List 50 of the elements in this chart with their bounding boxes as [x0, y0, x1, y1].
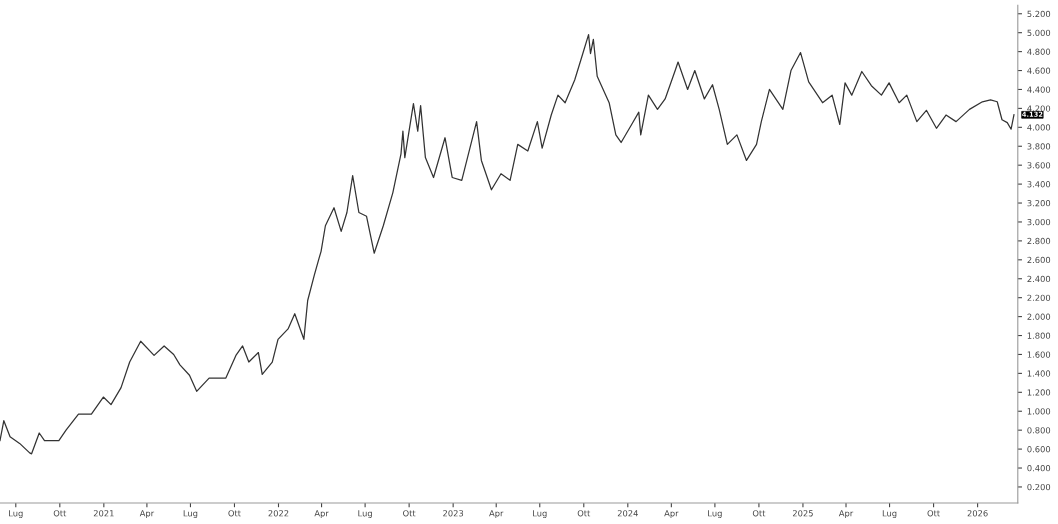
y-tick-label: 2.800	[1027, 237, 1051, 245]
x-tick-label: Lug	[882, 510, 897, 519]
x-tick-label: Apr	[489, 510, 504, 519]
y-tick-label: 3.800	[1027, 143, 1051, 150]
x-tick-label: Ott	[577, 510, 591, 517]
x-tick-label: 2023	[443, 510, 464, 517]
y-tick-label: 0.400	[1027, 465, 1051, 472]
x-tick-label: Apr	[664, 510, 679, 519]
y-tick-label: 2.200	[1027, 294, 1051, 301]
y-tick-label: 2.400	[1027, 275, 1051, 283]
x-tick-label: Apr	[838, 510, 854, 519]
x-tick-label: 2022	[268, 510, 289, 517]
y-tick-label: 1.600	[1027, 351, 1051, 358]
x-tick-label: Lug	[9, 510, 23, 519]
x-tick-label: Ott	[752, 510, 766, 517]
y-tick-label: 3.000	[1027, 218, 1051, 226]
y-tick-label: 4.800	[1027, 48, 1051, 55]
x-tick-label: 2021	[93, 510, 114, 517]
x-tick-label: Lug	[358, 510, 372, 519]
y-tick-label: 3.200	[1027, 200, 1051, 207]
x-tick-label: Ott	[403, 510, 416, 517]
x-tick-label: Ott	[927, 510, 940, 517]
y-tick-label: 1.000	[1027, 408, 1051, 415]
x-tick-label: Ott	[53, 510, 67, 517]
y-tick-label: 0.800	[1027, 427, 1051, 434]
y-tick-label: 2.600	[1027, 256, 1051, 264]
y-tick-label: 4.200	[1027, 105, 1051, 112]
x-tick-label: Lug	[183, 510, 198, 519]
x-tick-label: Apr	[139, 510, 155, 519]
y-tick-label: 1.400	[1027, 370, 1051, 377]
y-tick-label: 5.000	[1027, 29, 1051, 36]
y-tick-label: 3.600	[1027, 162, 1051, 169]
x-tick-label: Lug	[533, 510, 547, 519]
y-tick-label: 1.800	[1027, 332, 1051, 339]
y-tick-label: 1.200	[1027, 389, 1051, 396]
x-tick-label: Apr	[314, 510, 329, 519]
y-tick-label: 0.600	[1027, 446, 1051, 453]
x-tick-label: 2024	[617, 510, 638, 517]
y-tick-label: 0.200	[1027, 483, 1051, 491]
y-tick-label: 4.400	[1027, 86, 1051, 93]
x-tick-label: 2025	[792, 510, 813, 517]
y-tick-label: 3.400	[1027, 181, 1051, 188]
x-tick-label: Ott	[228, 510, 241, 517]
y-tick-label: 5.200	[1027, 10, 1051, 18]
line-series	[0, 33, 1015, 455]
x-tick-label: 2026	[967, 510, 988, 517]
x-tick-label: Lug	[708, 510, 722, 519]
y-tick-label: 4.600	[1027, 67, 1051, 74]
y-tick-label: 2.000	[1027, 313, 1051, 320]
y-tick-label: 4.000	[1027, 124, 1051, 131]
